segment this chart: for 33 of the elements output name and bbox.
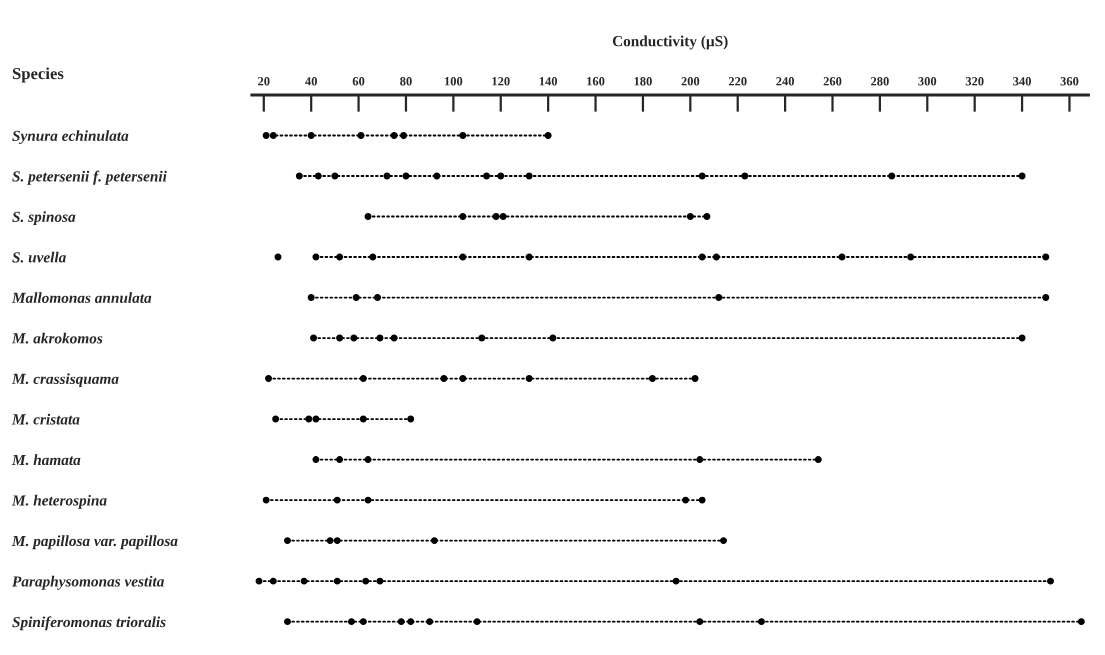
x-tick-label: 180 [634, 77, 652, 86]
y-tick-label: Synura echinulata [12, 130, 129, 145]
x-tick-label: 300 [918, 77, 937, 86]
y-tick-label: M. heterospina [11, 494, 107, 509]
x-tick-label: 60 [352, 77, 365, 86]
x-tick-label: 220 [728, 77, 747, 86]
y-tick-label: M. hamata [11, 454, 81, 466]
x-tick-label: 140 [539, 77, 558, 86]
x-tick-label: 120 [492, 77, 510, 86]
y-tick-label: M. akrokomos [11, 332, 103, 344]
y-tick-label: M. papillosa var. papillosa [11, 535, 178, 550]
y-tick-label: Mallomonas annulata [11, 292, 152, 304]
x-tick-label: 320 [965, 77, 984, 86]
x-tick-label: 160 [587, 77, 605, 86]
x-tick-label: 340 [1013, 77, 1031, 86]
x-tick-label: 80 [400, 77, 412, 86]
y-axis-title: Species [12, 67, 64, 83]
y-tick-label: Spiniferomonas trioralis [12, 616, 166, 631]
x-axis-title: Conductivity (µS) [612, 35, 728, 50]
x-tick-label: 260 [823, 77, 842, 86]
x-tick-label: 20 [258, 77, 270, 86]
x-tick-label: 40 [305, 77, 317, 86]
x-tick-label: 240 [776, 77, 795, 86]
y-tick-label: S. spinosa [12, 211, 76, 226]
x-tick-label: 100 [444, 77, 463, 86]
y-tick-label: M. cristata [11, 413, 80, 425]
y-tick-label: S. petersenii f. petersenii [12, 170, 167, 185]
x-tick-label: 280 [871, 77, 889, 86]
y-tick-label: Paraphysomonas vestita [11, 575, 164, 590]
y-tick-label: S. uvella [12, 251, 66, 263]
x-tick-label: 200 [681, 77, 700, 86]
y-tick-label: M. crassisquama [11, 373, 119, 388]
x-tick-label: 360 [1060, 77, 1079, 86]
